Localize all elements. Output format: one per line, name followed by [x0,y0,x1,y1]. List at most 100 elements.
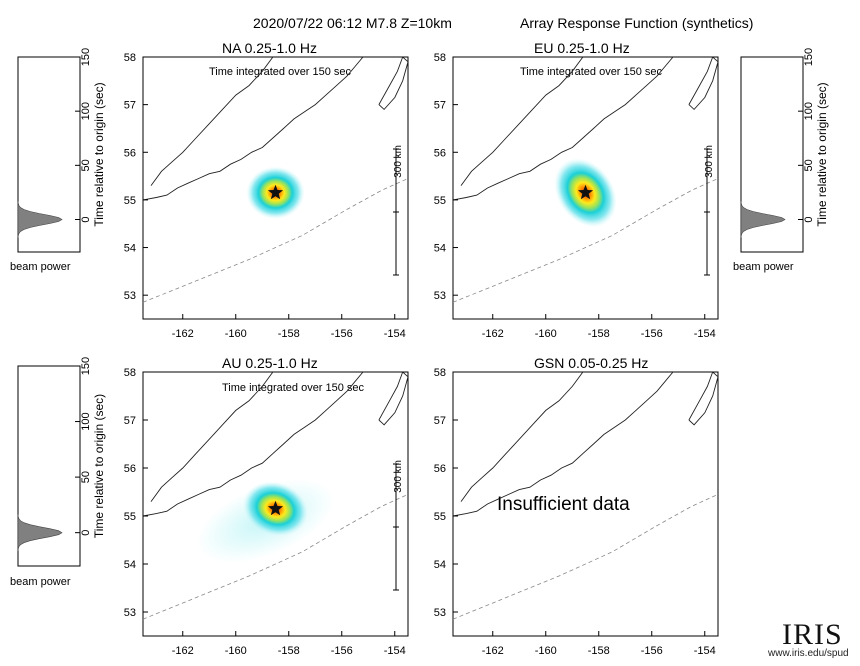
beam-y-axis-label: Time relative to origin (sec) [92,82,106,226]
beam-y-axis-label: Time relative to origin (sec) [815,82,829,226]
map-panel-na: NA 0.25-1.0 Hz Time integrated over 150 s… [124,40,409,340]
beam-y-tick-label: 100 [80,102,92,120]
map-panel-eu: EU 0.25-1.0 Hz Time integrated over 150 s… [434,40,719,340]
x-tick-label: -162 [172,645,194,657]
panel-title: GSN 0.05-0.25 Hz [534,355,648,371]
x-tick-label: -154 [384,328,406,340]
beam-power-panels: 0 50 100 150 Time relative to origin (sec) be… [10,48,829,588]
scale-bar: 300 km [393,460,404,591]
beam-x-axis-label: beam power [10,261,71,273]
beam-power-peak [740,201,786,238]
map-panel-gsn: GSN 0.05-0.25 Hz Insufficient data -162 -16… [434,355,719,657]
x-tick-label: -160 [535,328,557,340]
y-tick-label: 58 [434,52,446,64]
coastline [453,372,674,517]
kodiak-island [378,57,408,111]
beam-power-panel-eu: 0 50 100 150 Time relative to origin (sec) be… [733,48,829,273]
beam-y-tick-label: 0 [80,216,92,222]
panel-note: Time integrated over 150 sec [520,66,663,78]
y-tick-label: 57 [434,100,446,112]
y-tick-label: 54 [434,243,446,255]
scale-bar: 300 km [704,145,715,276]
epicenter-star-icon [267,184,284,200]
x-tick-label: -160 [225,328,247,340]
x-tick-label: -162 [172,328,194,340]
y-tick-label: 53 [124,607,136,619]
map-panels: NA 0.25-1.0 Hz Time integrated over 150 s… [124,40,719,657]
iris-logo-brand: IRIS [782,618,843,651]
y-tick-label: 56 [434,463,446,475]
beam-power-peak [17,514,63,552]
y-tick-label: 58 [434,367,446,379]
beam-y-tick-label: 150 [80,48,92,66]
beam-y-axis-label: Time relative to origin (sec) [92,394,106,538]
kodiak-island [688,372,718,426]
insufficient-data-message: Insufficient data [497,494,630,515]
beam-power-panel-au: 0 50 100 150 Time relative to origin (sec) be… [10,357,106,588]
panel-title: NA 0.25-1.0 Hz [222,40,317,56]
y-tick-label: 55 [124,511,136,523]
y-tick-label: 56 [124,147,136,159]
y-tick-label: 58 [124,367,136,379]
beam-x-axis-label: beam power [733,261,794,273]
panel-note: Time integrated over 150 sec [222,382,365,394]
y-tick-label: 53 [434,607,446,619]
coastline-north [150,372,274,502]
kodiak-island [378,372,408,426]
trench-line [453,494,718,620]
x-tick-label: -160 [225,645,247,657]
kodiak-island [688,57,718,111]
trench-line [143,494,408,620]
panel-title: EU 0.25-1.0 Hz [534,40,630,56]
beam-y-tick-label: 0 [80,530,92,536]
iris-logo-url: www.iris.edu/spud [768,648,849,659]
coastline-north [150,57,274,186]
beam-power-panel-na: 0 50 100 150 Time relative to origin (sec) be… [10,48,106,273]
beam-y-tick-label: 0 [803,216,815,222]
trench-line [143,178,408,303]
y-tick-label: 57 [124,100,136,112]
coastline [143,57,364,201]
beam-x-axis-label: beam power [10,576,71,588]
iris-logo: IRIS www.iris.edu/spud [768,612,854,662]
epicenter-star-icon [267,500,284,516]
x-tick-label: -158 [588,328,610,340]
scale-bar-label: 300 km [393,460,404,493]
coastline-north [460,57,584,186]
y-tick-label: 56 [124,463,136,475]
y-tick-label: 58 [124,52,136,64]
x-tick-label: -162 [482,328,504,340]
y-tick-label: 55 [124,195,136,207]
y-tick-label: 54 [124,559,136,571]
x-tick-label: -156 [331,645,353,657]
y-tick-label: 53 [434,290,446,302]
x-tick-label: -154 [694,328,716,340]
x-tick-label: -154 [694,645,716,657]
y-tick-label: 55 [434,511,446,523]
y-tick-label: 54 [124,243,136,255]
beam-y-tick-label: 50 [803,159,815,171]
beam-y-tick-label: 150 [80,357,92,375]
beam-power-peak [17,201,63,238]
beam-y-tick-label: 100 [803,102,815,120]
event-header: 2020/07/22 06:12 M7.8 Z=10km [253,15,452,31]
y-tick-label: 54 [434,559,446,571]
x-tick-label: -158 [278,328,300,340]
scale-bar-label: 300 km [704,145,715,178]
panel-note: Time integrated over 150 sec [209,66,352,78]
x-tick-label: -158 [588,645,610,657]
map-frame [452,371,719,637]
x-tick-label: -156 [331,328,353,340]
coastline [143,372,364,517]
y-tick-label: 57 [434,415,446,427]
x-tick-label: -162 [482,645,504,657]
coastline [453,57,674,201]
coastline-north [460,372,584,502]
y-tick-label: 55 [434,195,446,207]
scale-bar: 300 km [393,145,404,276]
beam-y-tick-label: 50 [80,159,92,171]
beam-y-tick-label: 150 [803,48,815,66]
x-tick-label: -158 [278,645,300,657]
y-tick-label: 56 [434,147,446,159]
